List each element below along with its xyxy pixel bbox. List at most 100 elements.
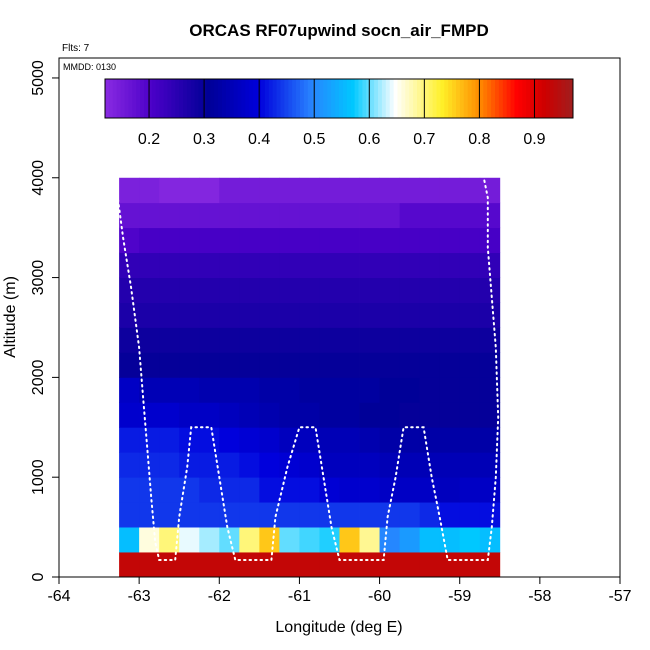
heatmap-cell — [179, 502, 200, 528]
heatmap-cell — [439, 352, 461, 378]
heatmap-cell — [139, 377, 160, 403]
heatmap-cell — [359, 277, 380, 303]
colorbar-segment — [518, 79, 523, 118]
heatmap-cell — [259, 227, 280, 254]
heatmap-cell — [179, 227, 200, 254]
heatmap-cell — [199, 352, 220, 378]
heatmap-cell — [319, 402, 340, 428]
heatmap-cell — [359, 377, 380, 403]
heatmap-cell — [339, 227, 360, 254]
colorbar-segment — [420, 79, 426, 118]
heatmap-cell — [139, 402, 160, 428]
heatmap-cell — [459, 352, 481, 378]
heatmap-cell — [219, 427, 240, 453]
heatmap-cell — [479, 252, 501, 278]
heatmap-cell — [479, 527, 501, 553]
heatmap-cell — [199, 227, 220, 254]
heatmap-cell — [379, 252, 401, 278]
heatmap-cell — [199, 252, 220, 278]
heatmap-cell — [439, 227, 461, 254]
colorbar-segment — [366, 79, 371, 118]
heatmap-cell — [479, 502, 501, 528]
heatmap-cell — [139, 502, 160, 528]
heatmap-cell — [159, 352, 180, 378]
heatmap-cell — [479, 327, 501, 353]
heatmap-cell — [279, 277, 300, 303]
heatmap-cell — [359, 502, 380, 528]
heatmap-cell — [259, 452, 280, 478]
heatmap-cell — [259, 177, 280, 204]
colorbar-segment — [229, 79, 235, 118]
heatmap-cell — [459, 377, 481, 403]
colorbar-tick-label: 0.9 — [523, 131, 545, 148]
y-axis-label: Altitude (m) — [2, 276, 19, 358]
heatmap-cell — [239, 352, 260, 378]
colorbar-segment — [401, 79, 406, 118]
heatmap-cell — [119, 427, 140, 453]
colorbar-tick-label: 0.7 — [413, 131, 435, 148]
colorbar-segment — [487, 79, 492, 118]
heatmap-cell — [439, 377, 461, 403]
colorbar-segment — [440, 79, 445, 118]
heatmap-cell — [179, 177, 200, 204]
heatmap-cell — [259, 252, 280, 278]
colorbar-tick-label: 0.6 — [358, 131, 380, 148]
heatmap-cell — [139, 327, 160, 353]
heatmap-cell — [179, 327, 200, 353]
heatmap-cell — [379, 352, 401, 378]
heatmap-cell — [379, 402, 401, 428]
heatmap-cell — [219, 452, 240, 478]
colorbar-segment — [331, 79, 336, 118]
heatmap-cell — [339, 552, 360, 578]
heatmap-cell — [199, 327, 220, 353]
heatmap-cell — [239, 202, 260, 229]
heatmap-cell — [419, 302, 441, 328]
colorbar-segment — [479, 79, 484, 118]
flight-track — [114, 176, 500, 561]
heatmap-cell — [119, 352, 140, 378]
heatmap-cell — [339, 202, 360, 229]
x-tick-label: -61 — [288, 588, 311, 605]
colorbar-segment — [530, 79, 535, 118]
x-tick-label: -57 — [608, 588, 631, 605]
heatmap-cell — [199, 202, 220, 229]
heatmap-cell — [199, 277, 220, 303]
heatmap-cell — [399, 302, 421, 328]
heatmap-cell — [319, 527, 340, 553]
colorbar-segment — [436, 79, 441, 118]
colorbar-segment — [553, 79, 558, 118]
colorbar-segment — [151, 79, 157, 118]
colorbar-tick-label: 0.3 — [193, 131, 215, 148]
heatmap-cell — [339, 477, 360, 503]
heatmap-cell — [319, 227, 340, 254]
x-tick-label: -58 — [528, 588, 551, 605]
heatmap-cell — [419, 252, 441, 278]
colorbar-segment — [292, 79, 297, 118]
colorbar-segment — [444, 79, 449, 118]
colorbar-segment — [557, 79, 562, 118]
colorbar-frame — [104, 78, 574, 119]
y-tick-label: 1000 — [30, 459, 47, 495]
heatmap-cell — [199, 552, 220, 578]
heatmap-cell — [119, 377, 140, 403]
heatmap-cell — [459, 452, 481, 478]
colorbar-segment — [459, 79, 465, 118]
heatmap-cell — [379, 427, 401, 453]
heatmap-cell — [159, 402, 180, 428]
colorbar-segment — [112, 79, 118, 118]
colorbar-segment — [214, 79, 219, 118]
colorbar-segment — [378, 79, 383, 118]
heatmap-cell — [419, 502, 441, 528]
heatmap-cell — [279, 427, 300, 453]
heatmap-cell — [319, 552, 340, 578]
heatmap-cell — [459, 227, 481, 254]
heatmap-cell — [219, 527, 240, 553]
colorbar-segment — [261, 79, 266, 118]
heatmap-cell — [119, 552, 140, 578]
heatmap-cell — [159, 252, 180, 278]
heatmap-cell — [399, 502, 421, 528]
heatmap-cell — [259, 302, 280, 328]
colorbar-segment — [514, 79, 519, 118]
heatmap-cell — [219, 202, 240, 229]
